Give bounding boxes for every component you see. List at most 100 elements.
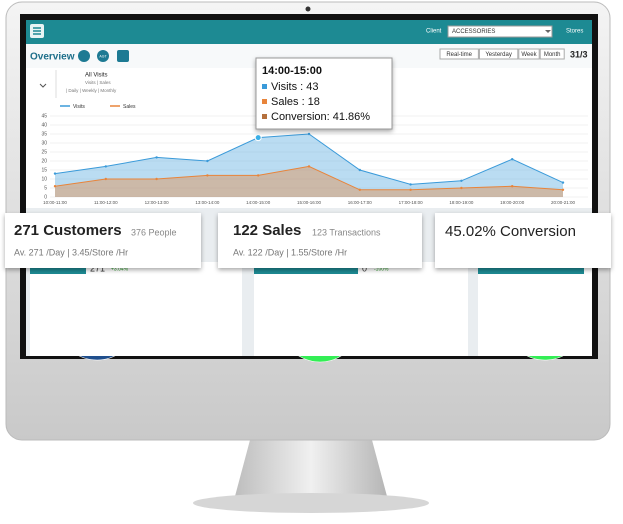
tooltip-box: [255, 57, 393, 130]
panel: [254, 262, 468, 356]
agt-button[interactable]: [97, 50, 109, 62]
range-button[interactable]: [439, 48, 479, 60]
kpi-sub: Av. 271 /Day | 3.45/Store /Hr: [14, 247, 128, 257]
point: [104, 177, 108, 181]
range-label: Yesterday: [485, 52, 511, 58]
x-tick-label: 16:00-17:00: [348, 200, 373, 205]
client-label: Client: [426, 29, 442, 35]
kpi-value: 271 Customers: [14, 222, 122, 239]
range-button[interactable]: [539, 48, 565, 60]
stand: [234, 440, 388, 500]
y-tick-label: 45: [41, 113, 47, 119]
overview-title: Overview: [30, 52, 75, 63]
export-button[interactable]: [117, 50, 129, 62]
x-tick-label: 12:00-13:00: [145, 200, 170, 205]
kpi-detail: 376 People: [131, 227, 177, 237]
icon-button[interactable]: [78, 50, 90, 62]
stores-label: Stores: [566, 29, 583, 35]
y-tick-label: 10: [41, 176, 47, 182]
point: [561, 181, 565, 184]
x-tick-label: 19:00-20:00: [500, 200, 525, 205]
legend-label: Sales: [123, 104, 136, 110]
point: [460, 179, 463, 182]
range-label: Real-time: [446, 52, 472, 58]
tooltip-line: Sales : 18: [271, 96, 320, 108]
tooltip-swatch: [262, 114, 267, 119]
x-tick-label: 18:00-19:00: [449, 200, 474, 205]
x-tick-label: 14:00-15:00: [246, 200, 271, 205]
dropdown[interactable]: [447, 25, 553, 38]
y-tick-label: 40: [41, 122, 47, 128]
tooltip-title: 14:00-15:00: [262, 65, 322, 77]
kpi-detail: 123 Transactions: [312, 227, 381, 237]
point: [358, 168, 361, 172]
widget-change: -100%: [374, 266, 389, 272]
kpi-card: [5, 213, 201, 268]
kpi-card: [435, 213, 611, 268]
point: [409, 188, 412, 191]
layer: 0 5 10 15 20 25 30 35 40 45 10:00-11:00 11:00-12:00…: [41, 104, 588, 205]
point: [155, 177, 158, 181]
x-tick-label: 10:00-11:00: [43, 200, 67, 205]
tooltip-swatch: [262, 84, 267, 89]
tooltip-line: Conversion: 41.86%: [271, 111, 370, 123]
tooltip-line: Visits : 43: [271, 81, 319, 93]
range-label: Month: [544, 52, 561, 58]
stand-base: [193, 493, 429, 513]
panel: [30, 262, 242, 356]
kpi-value: 122 Sales: [233, 222, 301, 239]
x-tick-label: 17:00-18:00: [399, 200, 424, 205]
widget-panels: 271 +3.04% 0 -100%: [30, 262, 592, 356]
y-tick-label: 20: [41, 158, 47, 164]
dropdown-arrow: [545, 30, 551, 33]
y-tick-label: 0: [44, 194, 47, 200]
point: [206, 174, 209, 177]
kpi-card: [218, 213, 422, 268]
y-tick-label: 30: [41, 140, 47, 146]
hover-point: [254, 134, 262, 142]
widget-change: +3.04%: [111, 266, 129, 272]
point: [307, 132, 311, 136]
kpi-sub: Av. 122 /Day | 1.55/Store /Hr: [233, 247, 347, 257]
tooltip-swatch: [262, 99, 267, 104]
y-tick-label: 15: [41, 167, 47, 173]
x-tick-label: 11:00-12:00: [94, 200, 118, 205]
point: [460, 186, 463, 190]
widget-value: 0: [362, 263, 367, 273]
chart-subtitle: Visits | Sales: [85, 80, 111, 85]
panel: [478, 262, 592, 356]
agt-label: AGT: [99, 54, 107, 58]
point: [561, 188, 565, 191]
collapse-icon: [39, 83, 47, 88]
y-tick-label: 35: [41, 131, 47, 137]
point: [257, 174, 260, 177]
camera: [305, 6, 311, 12]
chart-title: All Visits: [85, 73, 108, 79]
range-button[interactable]: [518, 48, 540, 60]
menu-icon: [33, 27, 41, 35]
point: [307, 165, 311, 168]
widget-value: 271: [90, 263, 105, 273]
x-tick-label: 20:00-21:00: [551, 200, 576, 205]
point: [155, 156, 158, 159]
legend-label: Visits: [73, 104, 85, 110]
kpi-cards: [5, 213, 611, 268]
point: [206, 159, 209, 163]
dropdown-text: ACCESSORIES: [452, 29, 495, 35]
y-tick-label: 25: [41, 149, 47, 155]
point: [53, 185, 57, 188]
point: [358, 188, 361, 191]
point: [53, 172, 57, 175]
x-tick-label: 13:00-14:00: [195, 200, 220, 205]
x-tick-label: 15:00-16:00: [297, 200, 322, 205]
range-button[interactable]: [478, 48, 519, 60]
point: [511, 158, 514, 161]
point: [511, 185, 514, 188]
period-options[interactable]: | Daily | Weekly | Monthly: [66, 88, 117, 93]
range-label: Week: [521, 52, 537, 58]
tooltip: 14:00-15:00 Visits : 43 Sales : 18 Conversi…: [255, 57, 393, 130]
point: [104, 165, 108, 168]
point: [409, 183, 412, 186]
